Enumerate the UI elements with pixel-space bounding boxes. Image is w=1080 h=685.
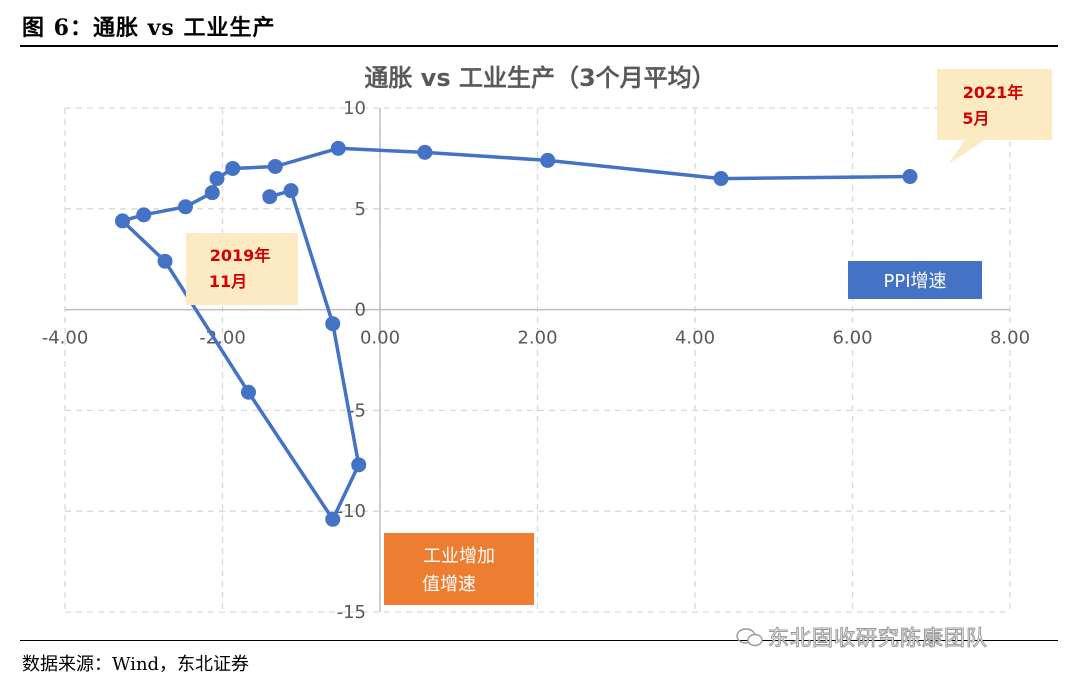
data-point xyxy=(325,511,341,527)
callout-2021-05-line1: 2021年 xyxy=(963,83,1024,102)
callout-2019-11-line2: 11月 xyxy=(209,272,247,291)
label-industrial-growth-box xyxy=(384,533,534,605)
chart-title: 通胀 vs 工业生产（3个月平均） xyxy=(364,64,715,92)
x-tick-label: -4.00 xyxy=(42,328,89,349)
y-tick-label: 10 xyxy=(343,98,366,119)
y-tick-label: -5 xyxy=(348,400,366,421)
data-point xyxy=(283,183,299,199)
callout-2021-05-line2: 5月 xyxy=(962,109,989,128)
x-tick-label: 2.00 xyxy=(517,328,557,349)
data-point xyxy=(157,253,173,269)
x-tick-label: 0.00 xyxy=(360,328,400,349)
data-point xyxy=(177,199,193,215)
x-tick-label: 6.00 xyxy=(832,328,872,349)
y-tick-label: 0 xyxy=(355,300,366,321)
y-tick-label: 5 xyxy=(355,199,366,220)
data-point xyxy=(267,158,283,174)
data-point xyxy=(902,169,918,185)
callout-2019-11-box xyxy=(186,233,298,305)
data-point xyxy=(204,185,220,201)
watermark: 东北固收研究陈康团队 xyxy=(768,626,988,651)
data-point xyxy=(351,457,367,473)
grid xyxy=(64,107,1011,613)
data-point xyxy=(209,171,225,187)
source-note: 数据来源：Wind，东北证券 xyxy=(22,654,250,675)
data-point xyxy=(262,189,278,205)
label-ppi-growth-box xyxy=(848,261,982,299)
label-ppi-growth-text: PPI增速 xyxy=(883,271,946,292)
callout-2019-11-line1: 2019年 xyxy=(210,246,271,265)
data-point xyxy=(540,152,556,168)
data-point xyxy=(325,316,341,332)
series-ppi xyxy=(114,140,918,527)
label-industrial-growth: 工业增加 值增速 xyxy=(384,533,534,605)
x-tick-label: 4.00 xyxy=(675,328,715,349)
wechat-icon xyxy=(736,628,763,647)
data-point xyxy=(225,160,241,176)
callout-2021-05: 2021年 5月 xyxy=(937,69,1052,164)
header-rule xyxy=(20,45,1058,47)
callout-2021-05-box xyxy=(937,69,1052,164)
data-point xyxy=(713,171,729,187)
label-industrial-growth-text2: 值增速 xyxy=(422,574,476,595)
y-tick-label: -10 xyxy=(337,501,366,522)
data-point xyxy=(136,207,152,223)
axes xyxy=(65,108,1010,612)
data-point xyxy=(417,144,433,160)
label-ppi-growth: PPI增速 xyxy=(848,261,982,299)
x-tick-label: -2.00 xyxy=(199,328,246,349)
data-point xyxy=(330,140,346,156)
figure-header: 图 6：通胀 vs 工业生产 xyxy=(22,15,276,41)
footer-rule xyxy=(20,640,1058,641)
data-point xyxy=(240,384,256,400)
y-tick-label: -15 xyxy=(337,602,366,623)
chart: 通胀 vs 工业生产（3个月平均） -4.00 -2.00 0.00 2.00 4.00… xyxy=(42,64,1052,623)
x-tick-label: 8.00 xyxy=(990,328,1030,349)
label-industrial-growth-text1: 工业增加 xyxy=(423,546,495,567)
tick-labels: -4.00 -2.00 0.00 2.00 4.00 6.00 8.00 10 5 0 -5 -10 -… xyxy=(42,98,1030,623)
callout-2019-11: 2019年 11月 xyxy=(186,233,298,305)
data-point xyxy=(114,213,130,229)
